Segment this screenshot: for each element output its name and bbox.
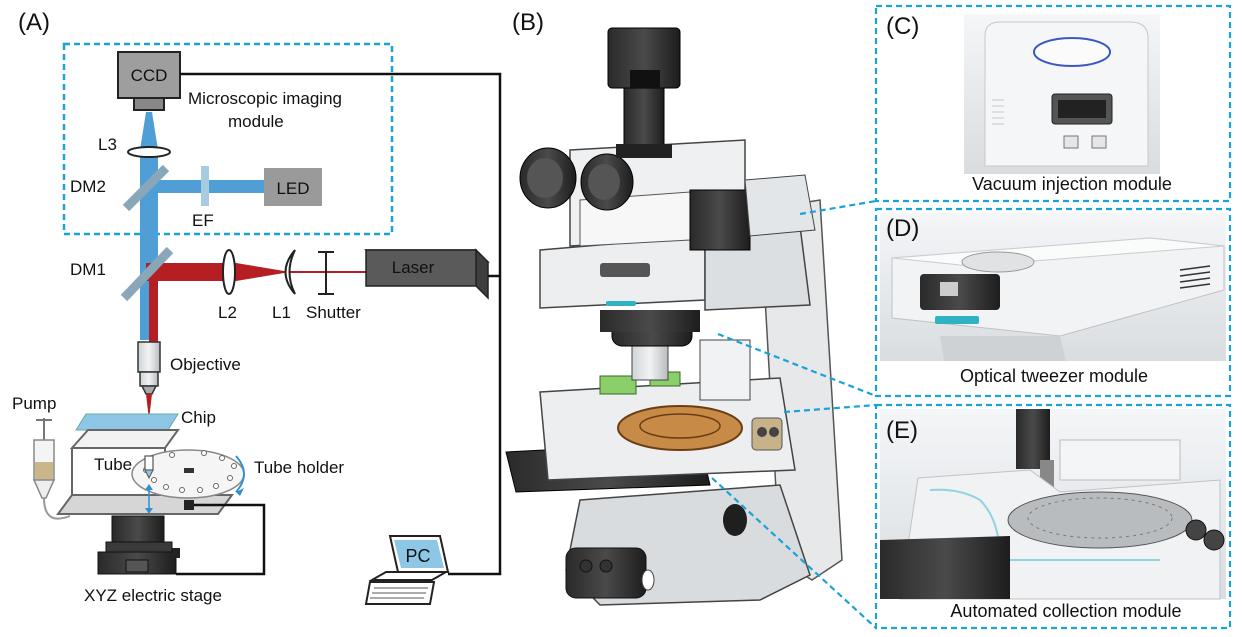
blue-beam-cone: [140, 112, 158, 150]
automated-collection-caption: Automated collection module: [950, 601, 1181, 621]
tube-holder-label: Tube holder: [254, 458, 344, 477]
emission-filter: [201, 166, 209, 206]
l1-label: L1: [272, 303, 291, 322]
imaging-module-label-1: Microscopic imaging: [188, 89, 342, 108]
tube-holder-disk: [131, 449, 245, 499]
ef-label: EF: [192, 211, 214, 230]
stage-motor-box: [184, 500, 194, 510]
chip-label: Chip: [181, 408, 216, 427]
lens-l2: [222, 249, 236, 295]
panel-e-box: [874, 403, 1232, 630]
dm1-label: DM1: [70, 260, 106, 279]
shutter-label: Shutter: [306, 303, 361, 322]
vacuum-injection-render: [964, 14, 1160, 174]
stage-label: XYZ electric stage: [84, 586, 222, 605]
led-box: [264, 168, 322, 206]
pc-laptop: PC: [364, 535, 450, 605]
objective-label: Objective: [170, 355, 241, 374]
optical-tweezer-render: [880, 213, 1226, 361]
panel-c: (C) Vacuum injection module: [874, 4, 1232, 203]
laser-label: Laser: [392, 258, 435, 277]
shutter: [318, 251, 334, 295]
panel-d-label: (D): [886, 215, 919, 242]
l2-label: L2: [218, 303, 237, 322]
red-beam-horizontal: [146, 263, 232, 281]
lens-l3: [127, 146, 171, 158]
red-beam-focus: [230, 262, 290, 282]
imaging-module-label-2: module: [228, 112, 284, 131]
instrument-render: [505, 27, 843, 606]
pc-label: PC: [405, 546, 430, 566]
pump: [32, 418, 71, 520]
dichroic-dm1: [120, 246, 174, 302]
automated-collection-render: [880, 409, 1226, 600]
objective-focus-beam: [146, 394, 152, 420]
rotation-arrow-head: [236, 488, 244, 496]
l3-label: L3: [98, 135, 117, 154]
panel-e: (E) Automated collection module: [874, 403, 1232, 630]
laser-box: Laser: [364, 248, 490, 300]
rotation-arrow-icon: [235, 455, 245, 493]
panel-d: (D) Optical tweezer module: [874, 207, 1232, 398]
panel-c-box: [874, 4, 1232, 203]
module-callout-lines: [711, 199, 877, 629]
objective: [137, 341, 161, 395]
ccd-label: CCD: [131, 66, 168, 85]
dm2-label: DM2: [70, 177, 106, 196]
panel-e-label: (E): [886, 417, 918, 444]
connection-wires: [176, 72, 502, 576]
optical-tweezer-caption: Optical tweezer module: [960, 366, 1148, 386]
imaging-module-box: [62, 42, 394, 236]
red-beam-vertical: [149, 270, 158, 342]
panel-b-label: (B): [512, 9, 544, 36]
ccd-camera: CCD: [117, 51, 181, 111]
led-label: LED: [276, 179, 309, 198]
dichroic-dm2: [122, 164, 170, 212]
xyz-stage: [97, 515, 180, 575]
tube: [144, 455, 154, 514]
panel-b: (B): [505, 9, 843, 606]
panel-a: (A) CCD Microscopic imaging module L3 DM…: [12, 9, 502, 605]
chip: [75, 413, 179, 431]
vacuum-injection-caption: Vacuum injection module: [972, 174, 1172, 194]
panel-a-label: (A): [18, 9, 50, 36]
tube-label: Tube: [94, 455, 132, 474]
lens-l1: [284, 249, 296, 295]
pump-label: Pump: [12, 394, 56, 413]
panel-c-label: (C): [886, 13, 919, 40]
